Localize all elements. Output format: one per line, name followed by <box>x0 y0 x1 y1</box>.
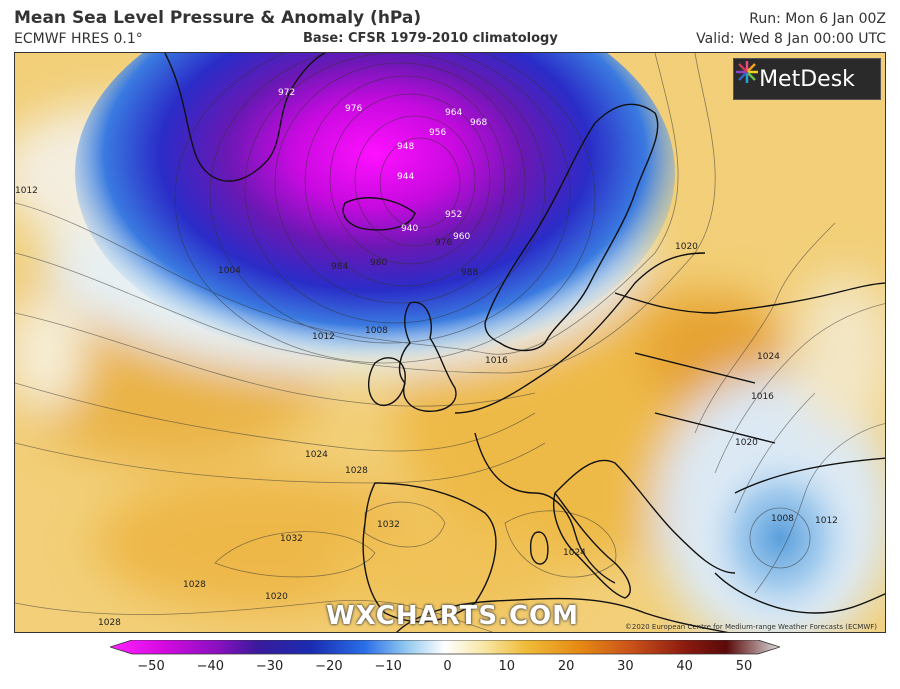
isobar-label: 1012 <box>15 186 38 196</box>
colorbar-tick-label: 10 <box>498 659 516 674</box>
isobar-label: 948 <box>397 142 414 152</box>
isobar-label: 944 <box>397 172 414 182</box>
copyright-notice: ©2020 European Centre for Medium-range W… <box>624 623 877 631</box>
valid-time-label: Valid: Wed 8 Jan 00:00 UTC <box>696 31 886 47</box>
isobar-label: 980 <box>370 258 387 268</box>
colorbar-tick-label: −30 <box>255 659 284 674</box>
anomaly-colorbar: −50 −40 −30 −20 −10 0 10 20 30 40 50 <box>110 640 780 680</box>
deep-low-iceland <box>75 53 675 363</box>
run-time-label: Run: Mon 6 Jan 00Z <box>749 11 886 27</box>
pressure-anomaly-map: 976 964 968 956 948 944 940 952 960 972 … <box>14 52 886 633</box>
isobar-label: 1004 <box>218 266 241 276</box>
isobar-label: 968 <box>470 118 487 128</box>
isobar-label: 984 <box>331 262 348 272</box>
isobar-label: 1016 <box>751 392 774 402</box>
colorbar-tick-label: 20 <box>557 659 575 674</box>
isobar-label: 1012 <box>815 516 838 526</box>
isobar-label: 1020 <box>675 242 698 252</box>
logo-text: MetDesk <box>759 66 855 92</box>
isobar-label: 1028 <box>345 466 368 476</box>
colorbar-tick-label: −20 <box>315 659 343 674</box>
colorbar-tick-label: −10 <box>374 659 402 674</box>
isobar-label: 1008 <box>771 514 794 524</box>
isobar-label: 1032 <box>377 520 400 530</box>
colorbar-tick-label: 0 <box>443 659 452 674</box>
isobar-label: 976 <box>435 238 452 248</box>
isobar-label: 1012 <box>312 332 335 342</box>
coastlines <box>164 53 885 632</box>
eastern-med-low <box>695 443 865 632</box>
colorbar-tick-label: −40 <box>196 659 225 674</box>
colorbar-tick-label: −50 <box>137 659 165 674</box>
starburst-icon <box>736 61 758 83</box>
chart-title: Mean Sea Level Pressure & Anomaly (hPa) <box>14 8 422 28</box>
isobar-labels-low: 976 964 968 956 948 944 940 952 960 972 <box>278 88 487 242</box>
colorbar-tick-label: 30 <box>617 659 634 674</box>
colorbar-tick-label: 40 <box>676 659 693 674</box>
map-canvas: 976 964 968 956 948 944 940 952 960 972 … <box>15 53 885 632</box>
metdesk-logo: MetDesk <box>733 58 881 100</box>
isobars <box>15 53 885 632</box>
isobar-label: 964 <box>445 108 462 118</box>
isobar-label: 1028 <box>98 618 121 628</box>
colorbar-graphic <box>110 640 780 655</box>
isobar-label: 1028 <box>183 580 206 590</box>
base-climatology-label: Base: CFSR 1979-2010 climatology <box>303 31 558 46</box>
isobar-label: 1020 <box>735 438 758 448</box>
colorbar-tick-label: 50 <box>735 659 753 674</box>
isobar-label: 1024 <box>563 548 586 558</box>
watermark: WXCHARTS.COM <box>326 601 580 631</box>
isobar-label: 988 <box>461 268 478 278</box>
isobar-label: 1024 <box>757 352 780 362</box>
isobar-label: 952 <box>445 210 462 220</box>
isobar-label: 1032 <box>280 534 303 544</box>
isobar-label: 1020 <box>265 592 288 602</box>
isobar-label: 956 <box>429 128 446 138</box>
isobar-label: 960 <box>453 232 470 242</box>
model-label: ECMWF HRES 0.1° <box>14 31 143 47</box>
isobar-label: 940 <box>401 224 418 234</box>
isobar-label: 976 <box>345 104 362 114</box>
isobar-label: 1024 <box>305 450 328 460</box>
isobar-label: 1008 <box>365 326 388 336</box>
isobar-label: 972 <box>278 88 295 98</box>
isobar-labels: 976 980 984 988 1004 1008 1012 1016 1020… <box>15 186 838 628</box>
isobar-label: 1016 <box>485 356 508 366</box>
